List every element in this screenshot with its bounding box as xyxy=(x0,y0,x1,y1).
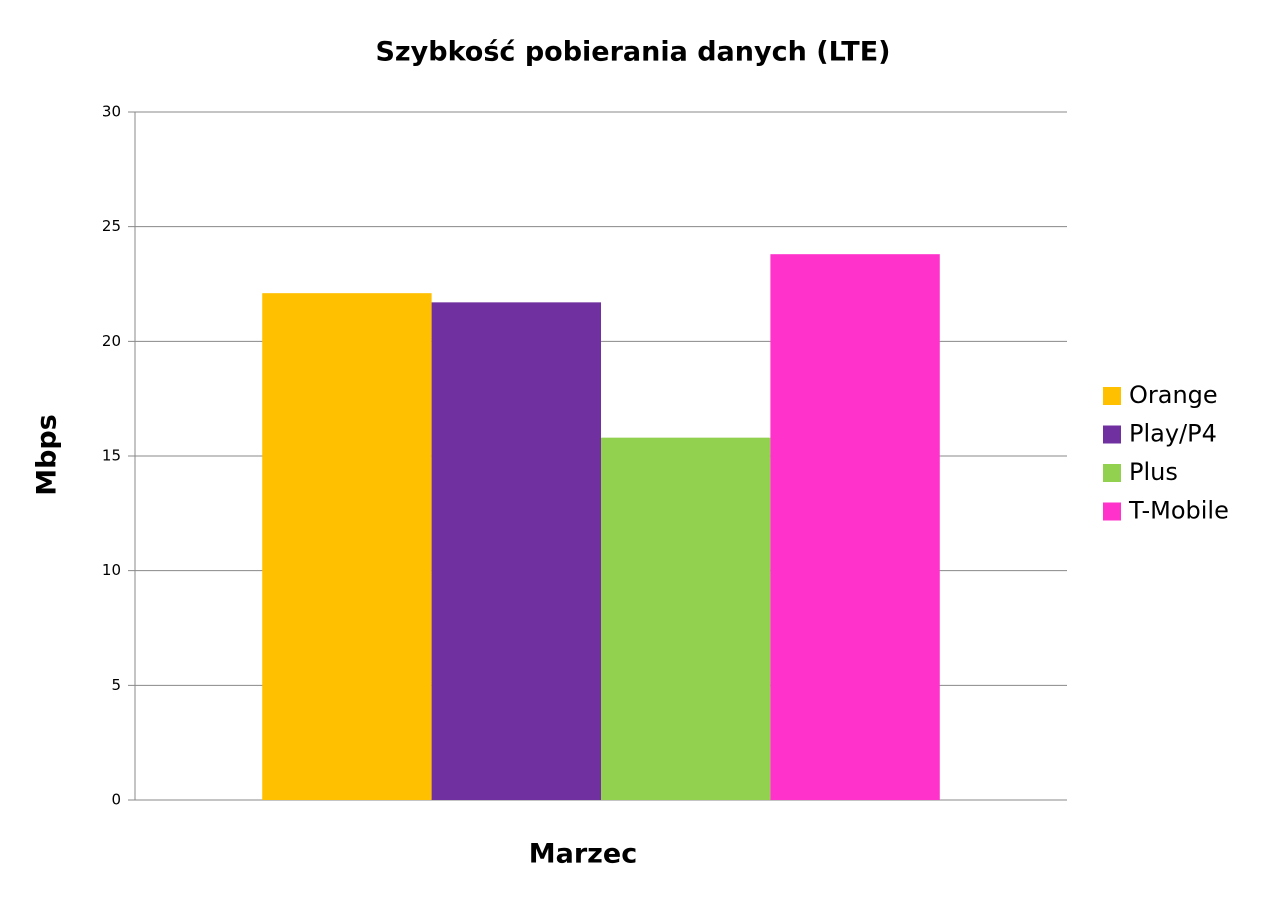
y-tick-label: 30 xyxy=(102,103,121,121)
y-tick-label: 0 xyxy=(111,791,121,809)
x-tick-label: Marzec xyxy=(529,839,637,870)
legend-label: T-Mobile xyxy=(1128,497,1229,525)
legend-label: Orange xyxy=(1129,381,1218,409)
y-tick-label: 10 xyxy=(102,561,121,579)
y-axis-title: Mbps xyxy=(32,414,63,496)
bar xyxy=(601,437,771,800)
legend-label: Play/P4 xyxy=(1129,420,1217,448)
y-tick-label: 25 xyxy=(102,217,121,235)
legend-swatch xyxy=(1103,502,1121,521)
legend-swatch xyxy=(1103,387,1121,405)
bar xyxy=(262,293,432,800)
chart-title: Szybkość pobierania danych (LTE) xyxy=(375,37,890,68)
bar xyxy=(770,254,940,801)
y-tick-label: 5 xyxy=(111,676,121,694)
legend-swatch xyxy=(1103,425,1121,444)
legend-label: Plus xyxy=(1129,458,1178,486)
y-tick-label: 15 xyxy=(102,447,121,465)
legend-swatch xyxy=(1103,464,1121,482)
bar xyxy=(431,302,601,800)
y-tick-label: 20 xyxy=(102,332,121,350)
